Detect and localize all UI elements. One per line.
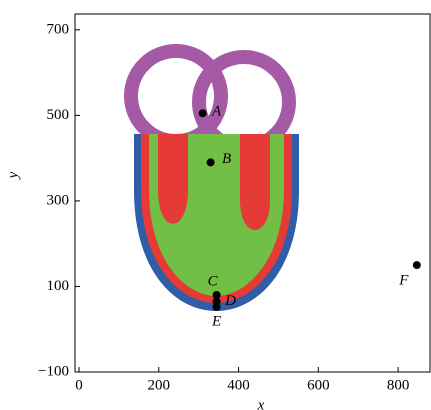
x-tick-label: 0 bbox=[75, 377, 83, 393]
point-label: B bbox=[222, 151, 231, 167]
point-label: F bbox=[398, 273, 409, 289]
y-tick-label: 100 bbox=[47, 278, 70, 294]
point-label: E bbox=[211, 313, 221, 329]
point bbox=[412, 261, 421, 270]
y-tick-label: 700 bbox=[47, 21, 70, 37]
point-label: D bbox=[224, 293, 236, 309]
y-tick-label: −100 bbox=[38, 363, 69, 379]
shape bbox=[124, 44, 299, 311]
y-tick-label: 300 bbox=[47, 192, 70, 208]
x-tick-label: 600 bbox=[307, 377, 330, 393]
y-tick-label: 500 bbox=[47, 107, 70, 123]
x-axis-label: x bbox=[257, 397, 265, 410]
point bbox=[212, 302, 221, 311]
x-tick-label: 800 bbox=[387, 377, 410, 393]
x-tick-label: 200 bbox=[148, 377, 171, 393]
plot-frame bbox=[74, 13, 431, 373]
y-axis-label: y bbox=[5, 171, 21, 180]
point bbox=[212, 291, 221, 300]
point bbox=[212, 297, 221, 306]
point-label: A bbox=[211, 104, 222, 120]
point bbox=[206, 158, 215, 167]
x-tick-label: 400 bbox=[227, 377, 250, 393]
point bbox=[198, 109, 207, 118]
point-label: C bbox=[208, 273, 219, 289]
